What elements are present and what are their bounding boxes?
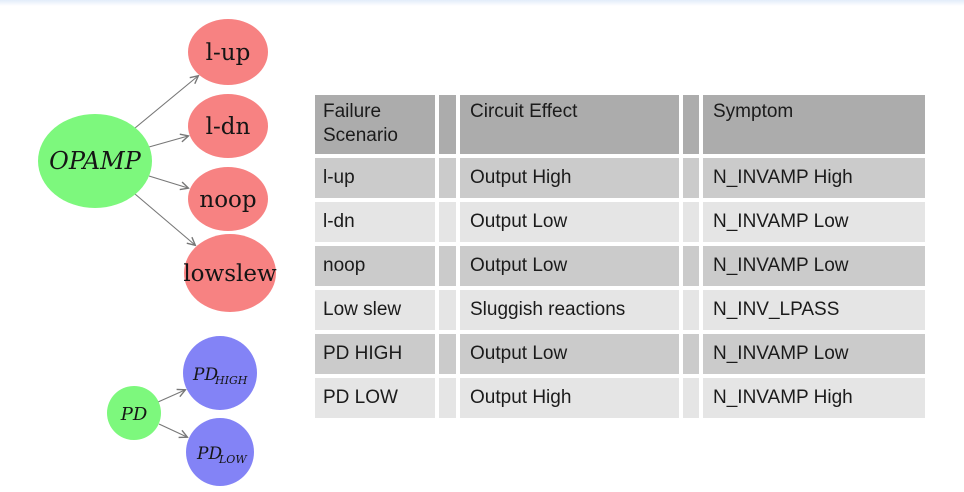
cell-scenario: Low slew [315,290,435,330]
failure-node-lowslew [184,234,276,312]
cell-spacer [439,202,456,242]
cell-scenario: PD HIGH [315,334,435,374]
header-spacer-1 [439,95,456,154]
arrow-opamp-to-lowslew [134,193,195,245]
cell-scenario: PD LOW [315,378,435,418]
cell-effect: Output High [460,378,679,418]
pd-arrows [157,390,187,437]
cell-spacer [683,334,699,374]
arrow-pd-to-pdhigh [157,390,185,403]
failure-node-noop-label: noop [199,187,256,213]
cell-symptom: N_INVAMP High [703,378,925,418]
pd-node [107,386,161,440]
cell-symptom: N_INV_LPASS [703,290,925,330]
failure-node-lup-label: l-up [206,40,251,66]
cell-spacer [439,246,456,286]
opamp-node [38,114,152,208]
cell-spacer [439,158,456,198]
opamp-arrows [134,76,198,245]
pd-high-node-base: PD [192,365,218,385]
pd-node-label: PD [120,404,148,425]
failure-node-lowslew-label: lowslew [183,261,277,287]
cell-scenario: l-dn [315,202,435,242]
cell-spacer [439,378,456,418]
failure-node-noop [188,167,268,231]
top-edge-tint [0,0,964,6]
cell-effect: Output Low [460,246,679,286]
cell-spacer [683,246,699,286]
pd-high-node [183,336,257,410]
header-symptom: Symptom [703,95,925,154]
header-failure-scenario: Failure Scenario [315,95,435,154]
cell-scenario: noop [315,246,435,286]
header-spacer-2 [683,95,699,154]
arrow-pd-to-pdlow [158,423,187,437]
cell-spacer [439,334,456,374]
cell-symptom: N_INVAMP Low [703,202,925,242]
opamp-node-label: OPAMP [49,147,142,175]
pd-high-node-subscript: HIGH [214,374,248,387]
cell-spacer [683,378,699,418]
cell-symptom: N_INVAMP Low [703,246,925,286]
failure-node-lup [188,19,268,85]
cell-effect: Output Low [460,202,679,242]
pd-low-node-base: PD [196,444,222,464]
failure-node-ldn [188,94,268,158]
arrow-opamp-to-noop [148,175,188,188]
header-circuit-effect: Circuit Effect [460,95,679,154]
arrow-opamp-to-ldn [148,136,188,148]
cell-symptom: N_INVAMP High [703,158,925,198]
cell-spacer [683,158,699,198]
cell-spacer [439,290,456,330]
cell-effect: Output Low [460,334,679,374]
cell-effect: Sluggish reactions [460,290,679,330]
failure-node-ldn-label: l-dn [206,114,251,140]
failure-scenario-table: Failure Scenario Circuit Effect Symptom … [315,95,925,418]
fault-model-diagram: OPAMP l-up l-dn noop lowslew PD PD HIGH … [38,19,277,486]
cell-spacer [683,202,699,242]
cell-symptom: N_INVAMP Low [703,334,925,374]
pd-low-node-subscript: LOW [218,453,248,466]
pd-low-node [186,418,254,486]
cell-effect: Output High [460,158,679,198]
cell-scenario: l-up [315,158,435,198]
cell-spacer [683,290,699,330]
arrow-opamp-to-lup [134,76,198,129]
